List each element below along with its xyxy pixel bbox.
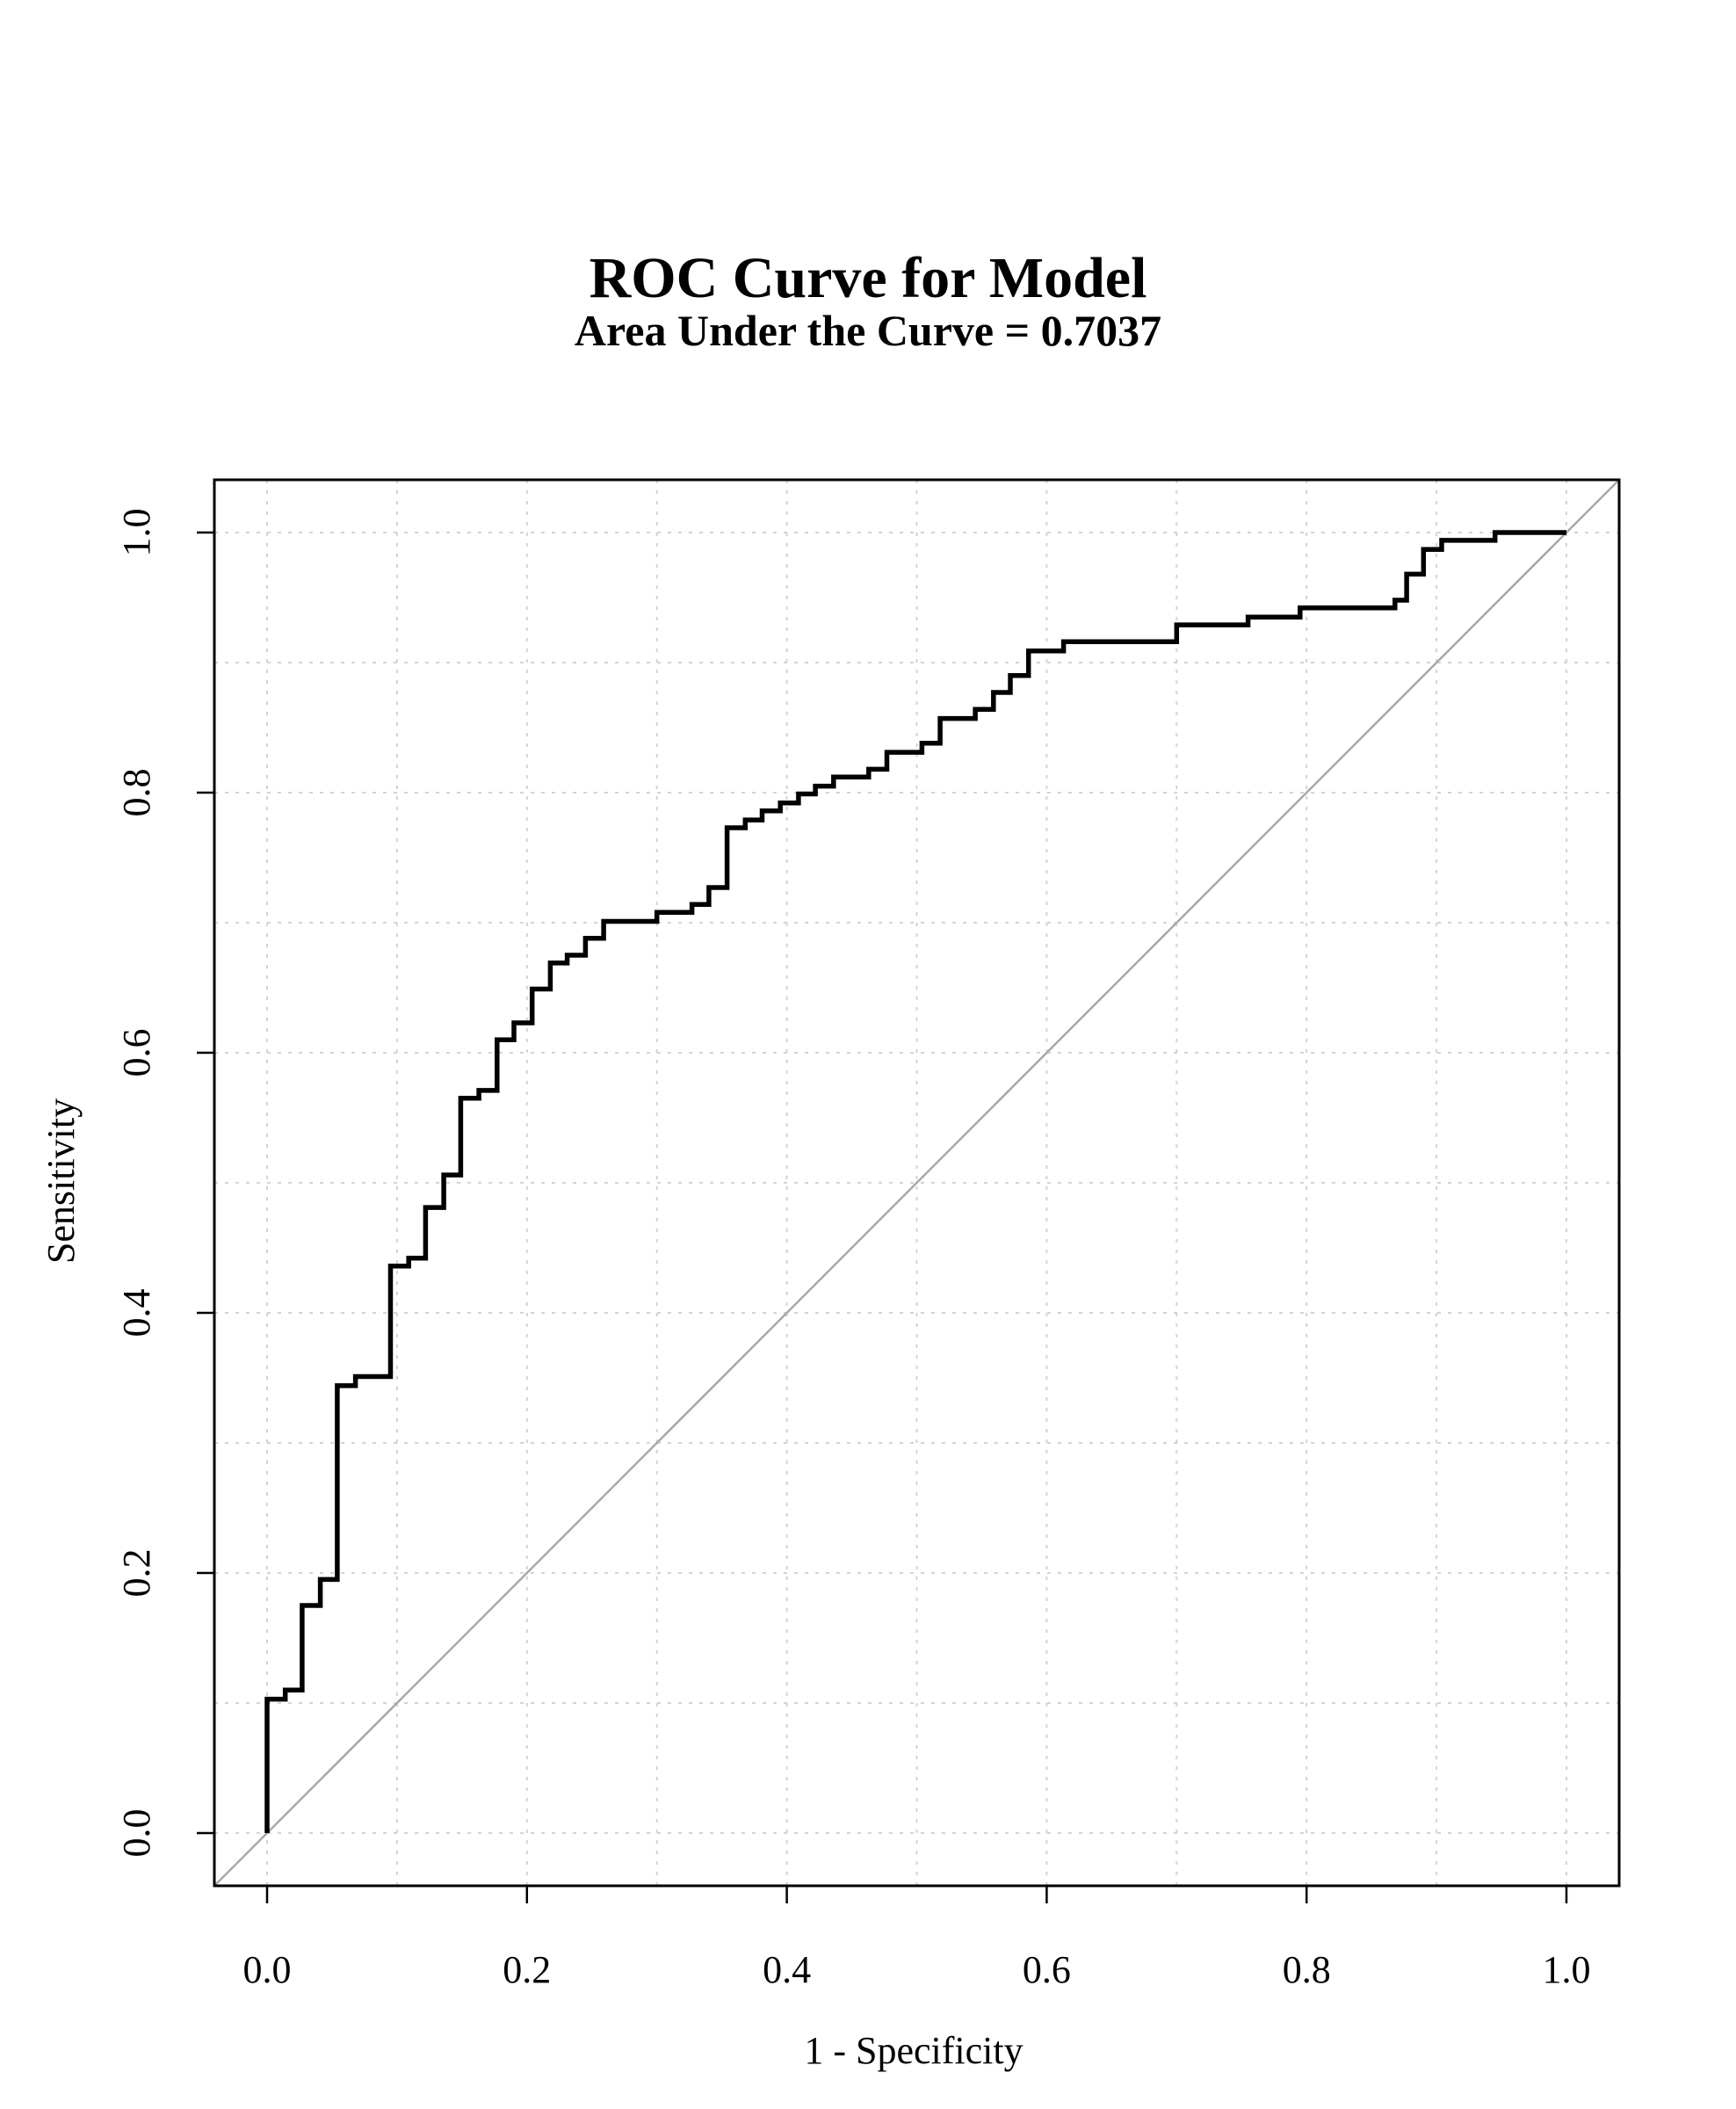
y-tick-label: 0.2 [115, 1549, 158, 1598]
x-tick-label: 0.6 [1023, 1948, 1071, 1991]
plot-frame [213, 478, 1621, 1888]
x-tick-label: 0.2 [503, 1948, 551, 1991]
chart-title: ROC Curve for Model [590, 246, 1147, 310]
y-tick-label: 0.8 [115, 769, 158, 817]
grid [214, 480, 1619, 1886]
reference-diagonal [213, 479, 1620, 1887]
x-tick-label: 0.0 [243, 1948, 292, 1991]
y-tick-label: 0.0 [115, 1809, 158, 1858]
x-tick-label: 1.0 [1543, 1948, 1591, 1991]
y-tick-label: 0.4 [115, 1289, 158, 1337]
y-tick-label: 0.6 [115, 1029, 158, 1077]
x-tick-label: 0.4 [763, 1948, 811, 1991]
x-tick-label: 0.8 [1283, 1948, 1331, 1991]
y-axis-label: Sensitivity [40, 1098, 83, 1264]
x-axis: 0.0 0.2 0.4 0.6 0.8 1.0 [243, 1886, 1591, 1991]
y-tick-label: 1.0 [115, 509, 158, 557]
x-axis-label: 1 - Specificity [804, 2029, 1023, 2072]
roc-curve [264, 530, 1566, 1833]
chart-subtitle: Area Under the Curve = 0.7037 [575, 306, 1161, 355]
y-axis: 0.0 0.2 0.4 0.6 0.8 1.0 [115, 509, 214, 1858]
